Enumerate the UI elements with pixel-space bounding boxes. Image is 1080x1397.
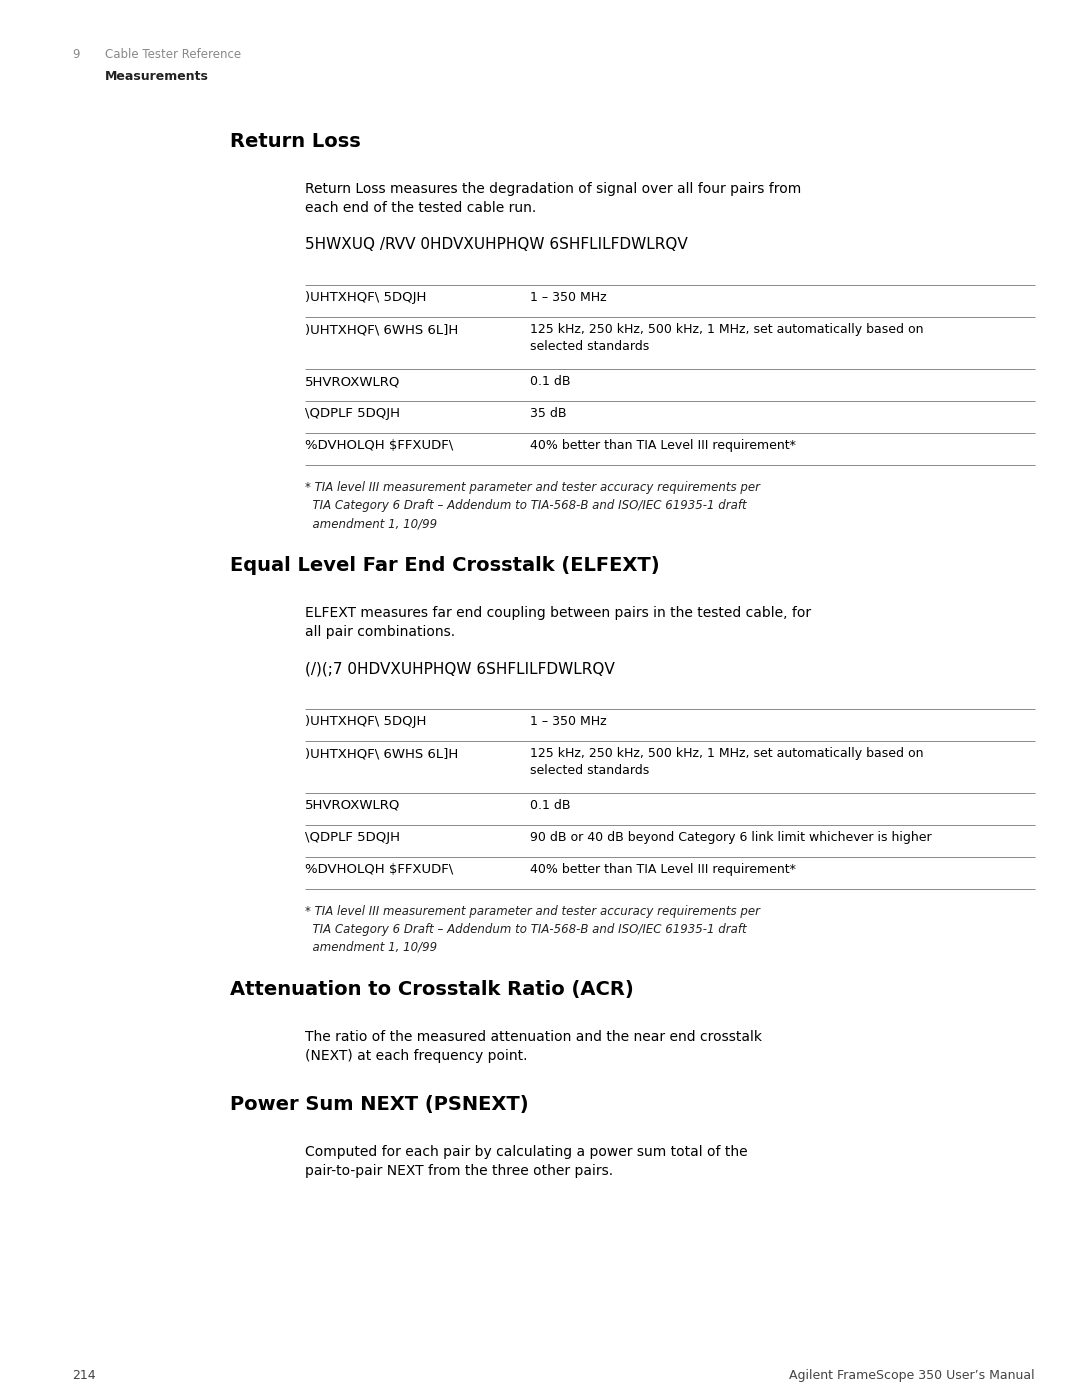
- Text: )UHTXHQF\ 6WHS 6L]H: )UHTXHQF\ 6WHS 6L]H: [305, 747, 458, 760]
- Text: Cable Tester Reference: Cable Tester Reference: [105, 47, 241, 61]
- Text: )UHTXHQF\ 5DQJH: )UHTXHQF\ 5DQJH: [305, 291, 427, 305]
- Text: 214: 214: [72, 1369, 96, 1382]
- Text: Attenuation to Crosstalk Ratio (ACR): Attenuation to Crosstalk Ratio (ACR): [230, 981, 634, 999]
- Text: 0.1 dB: 0.1 dB: [530, 374, 570, 388]
- Text: 0.1 dB: 0.1 dB: [530, 799, 570, 812]
- Text: Return Loss measures the degradation of signal over all four pairs from
each end: Return Loss measures the degradation of …: [305, 182, 801, 215]
- Text: Power Sum NEXT (PSNEXT): Power Sum NEXT (PSNEXT): [230, 1095, 528, 1113]
- Text: \QDPLF 5DQJH: \QDPLF 5DQJH: [305, 831, 400, 844]
- Text: * TIA level III measurement parameter and tester accuracy requirements per
  TIA: * TIA level III measurement parameter an…: [305, 481, 760, 529]
- Text: The ratio of the measured attenuation and the near end crosstalk
(NEXT) at each : The ratio of the measured attenuation an…: [305, 1030, 762, 1063]
- Text: Equal Level Far End Crosstalk (ELFEXT): Equal Level Far End Crosstalk (ELFEXT): [230, 556, 660, 576]
- Text: 5HVROXWLRQ: 5HVROXWLRQ: [305, 374, 401, 388]
- Text: Computed for each pair by calculating a power sum total of the
pair-to-pair NEXT: Computed for each pair by calculating a …: [305, 1146, 747, 1178]
- Text: %DVHOLQH $FFXUDF\: %DVHOLQH $FFXUDF\: [305, 863, 454, 876]
- Text: )UHTXHQF\ 5DQJH: )UHTXHQF\ 5DQJH: [305, 715, 427, 728]
- Text: Measurements: Measurements: [105, 70, 208, 82]
- Text: (/)(;7 0HDVXUHPHQW 6SHFLILFDWLRQV: (/)(;7 0HDVXUHPHQW 6SHFLILFDWLRQV: [305, 661, 615, 676]
- Text: 125 kHz, 250 kHz, 500 kHz, 1 MHz, set automatically based on
selected standards: 125 kHz, 250 kHz, 500 kHz, 1 MHz, set au…: [530, 747, 923, 777]
- Text: 40% better than TIA Level III requirement*: 40% better than TIA Level III requiremen…: [530, 863, 796, 876]
- Text: ELFEXT measures far end coupling between pairs in the tested cable, for
all pair: ELFEXT measures far end coupling between…: [305, 606, 811, 638]
- Text: 5HWXUQ /RVV 0HDVXUHPHQW 6SHFLILFDWLRQV: 5HWXUQ /RVV 0HDVXUHPHQW 6SHFLILFDWLRQV: [305, 237, 688, 251]
- Text: 40% better than TIA Level III requirement*: 40% better than TIA Level III requiremen…: [530, 439, 796, 453]
- Text: \QDPLF 5DQJH: \QDPLF 5DQJH: [305, 407, 400, 420]
- Text: 90 dB or 40 dB beyond Category 6 link limit whichever is higher: 90 dB or 40 dB beyond Category 6 link li…: [530, 831, 932, 844]
- Text: 1 – 350 MHz: 1 – 350 MHz: [530, 715, 607, 728]
- Text: %DVHOLQH $FFXUDF\: %DVHOLQH $FFXUDF\: [305, 439, 454, 453]
- Text: 5HVROXWLRQ: 5HVROXWLRQ: [305, 799, 401, 812]
- Text: 35 dB: 35 dB: [530, 407, 567, 420]
- Text: * TIA level III measurement parameter and tester accuracy requirements per
  TIA: * TIA level III measurement parameter an…: [305, 905, 760, 954]
- Text: 125 kHz, 250 kHz, 500 kHz, 1 MHz, set automatically based on
selected standards: 125 kHz, 250 kHz, 500 kHz, 1 MHz, set au…: [530, 323, 923, 353]
- Text: 9: 9: [72, 47, 80, 61]
- Text: Return Loss: Return Loss: [230, 131, 361, 151]
- Text: 1 – 350 MHz: 1 – 350 MHz: [530, 291, 607, 305]
- Text: )UHTXHQF\ 6WHS 6L]H: )UHTXHQF\ 6WHS 6L]H: [305, 323, 458, 337]
- Text: Agilent FrameScope 350 User’s Manual: Agilent FrameScope 350 User’s Manual: [789, 1369, 1035, 1382]
